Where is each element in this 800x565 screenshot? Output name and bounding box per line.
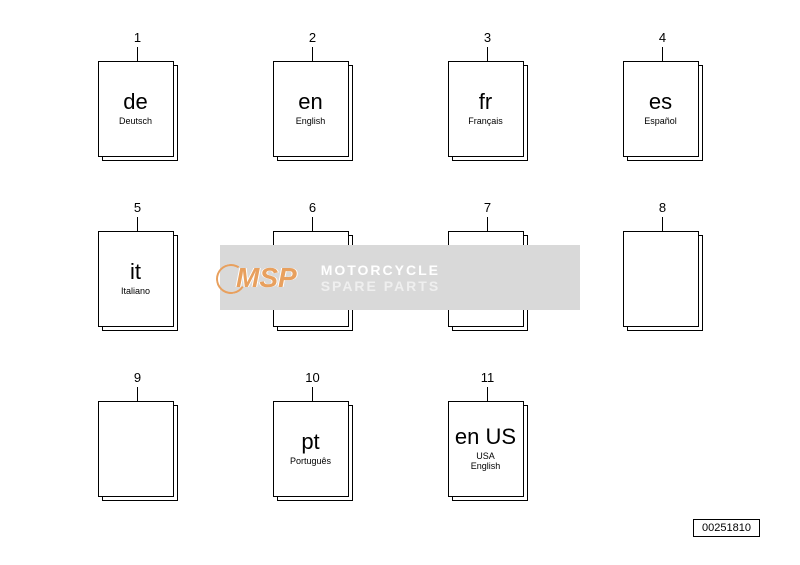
language-code: en (298, 91, 322, 113)
book-number: 3 (484, 30, 491, 45)
book-cell: 1 de Deutsch (50, 30, 225, 200)
book-number: 8 (659, 200, 666, 215)
book-front-page (623, 231, 699, 327)
language-name: English (296, 117, 326, 127)
book-icon: en US USAEnglish (448, 401, 528, 501)
book-number: 9 (134, 370, 141, 385)
book-cell: 4 es Español (575, 30, 750, 200)
book-number: 4 (659, 30, 666, 45)
leader-line (312, 217, 313, 231)
book-cell: 9 (50, 370, 225, 540)
language-code: de (123, 91, 147, 113)
leader-line (312, 387, 313, 401)
book-number: 10 (305, 370, 319, 385)
book-icon: en English (273, 61, 353, 161)
book-icon: de Deutsch (98, 61, 178, 161)
language-code: en US (455, 426, 516, 448)
watermark-banner: MSP MOTORCYCLE SPARE PARTS (220, 245, 580, 310)
part-number: 00251810 (693, 519, 760, 537)
watermark-logo: MSP (230, 262, 297, 294)
book-number: 7 (484, 200, 491, 215)
book-front-page: en English (273, 61, 349, 157)
leader-line (487, 47, 488, 61)
watermark-line2: SPARE PARTS (321, 278, 441, 294)
book-cell: 11 en US USAEnglish (400, 370, 575, 540)
leader-line (487, 387, 488, 401)
book-cell: 10 pt Português (225, 370, 400, 540)
book-front-page: de Deutsch (98, 61, 174, 157)
leader-line (662, 217, 663, 231)
language-name: Italiano (121, 287, 150, 297)
leader-line (487, 217, 488, 231)
book-cell: 2 en English (225, 30, 400, 200)
book-number: 2 (309, 30, 316, 45)
leader-line (662, 47, 663, 61)
language-name: Español (644, 117, 677, 127)
book-cell: 3 fr Français (400, 30, 575, 200)
leader-line (312, 47, 313, 61)
book-number: 5 (134, 200, 141, 215)
leader-line (137, 387, 138, 401)
book-icon: es Español (623, 61, 703, 161)
book-front-page: pt Português (273, 401, 349, 497)
language-name: Français (468, 117, 503, 127)
book-front-page (98, 401, 174, 497)
language-name: Português (290, 457, 331, 467)
watermark-text: MOTORCYCLE SPARE PARTS (321, 262, 441, 294)
language-code: it (130, 261, 141, 283)
language-code: fr (479, 91, 492, 113)
book-icon: pt Português (273, 401, 353, 501)
watermark-line1: MOTORCYCLE (321, 262, 441, 278)
language-name: USAEnglish (471, 452, 501, 472)
book-icon: fr Français (448, 61, 528, 161)
language-code: es (649, 91, 672, 113)
book-front-page: it Italiano (98, 231, 174, 327)
language-code: pt (301, 431, 319, 453)
book-cell: 8 (575, 200, 750, 370)
leader-line (137, 47, 138, 61)
leader-line (137, 217, 138, 231)
book-front-page: fr Français (448, 61, 524, 157)
book-cell: 5 it Italiano (50, 200, 225, 370)
book-number: 1 (134, 30, 141, 45)
book-front-page: es Español (623, 61, 699, 157)
book-front-page: en US USAEnglish (448, 401, 524, 497)
book-number: 6 (309, 200, 316, 215)
book-number: 11 (481, 370, 495, 385)
book-icon: it Italiano (98, 231, 178, 331)
book-icon (98, 401, 178, 501)
book-icon (623, 231, 703, 331)
language-name: Deutsch (119, 117, 152, 127)
